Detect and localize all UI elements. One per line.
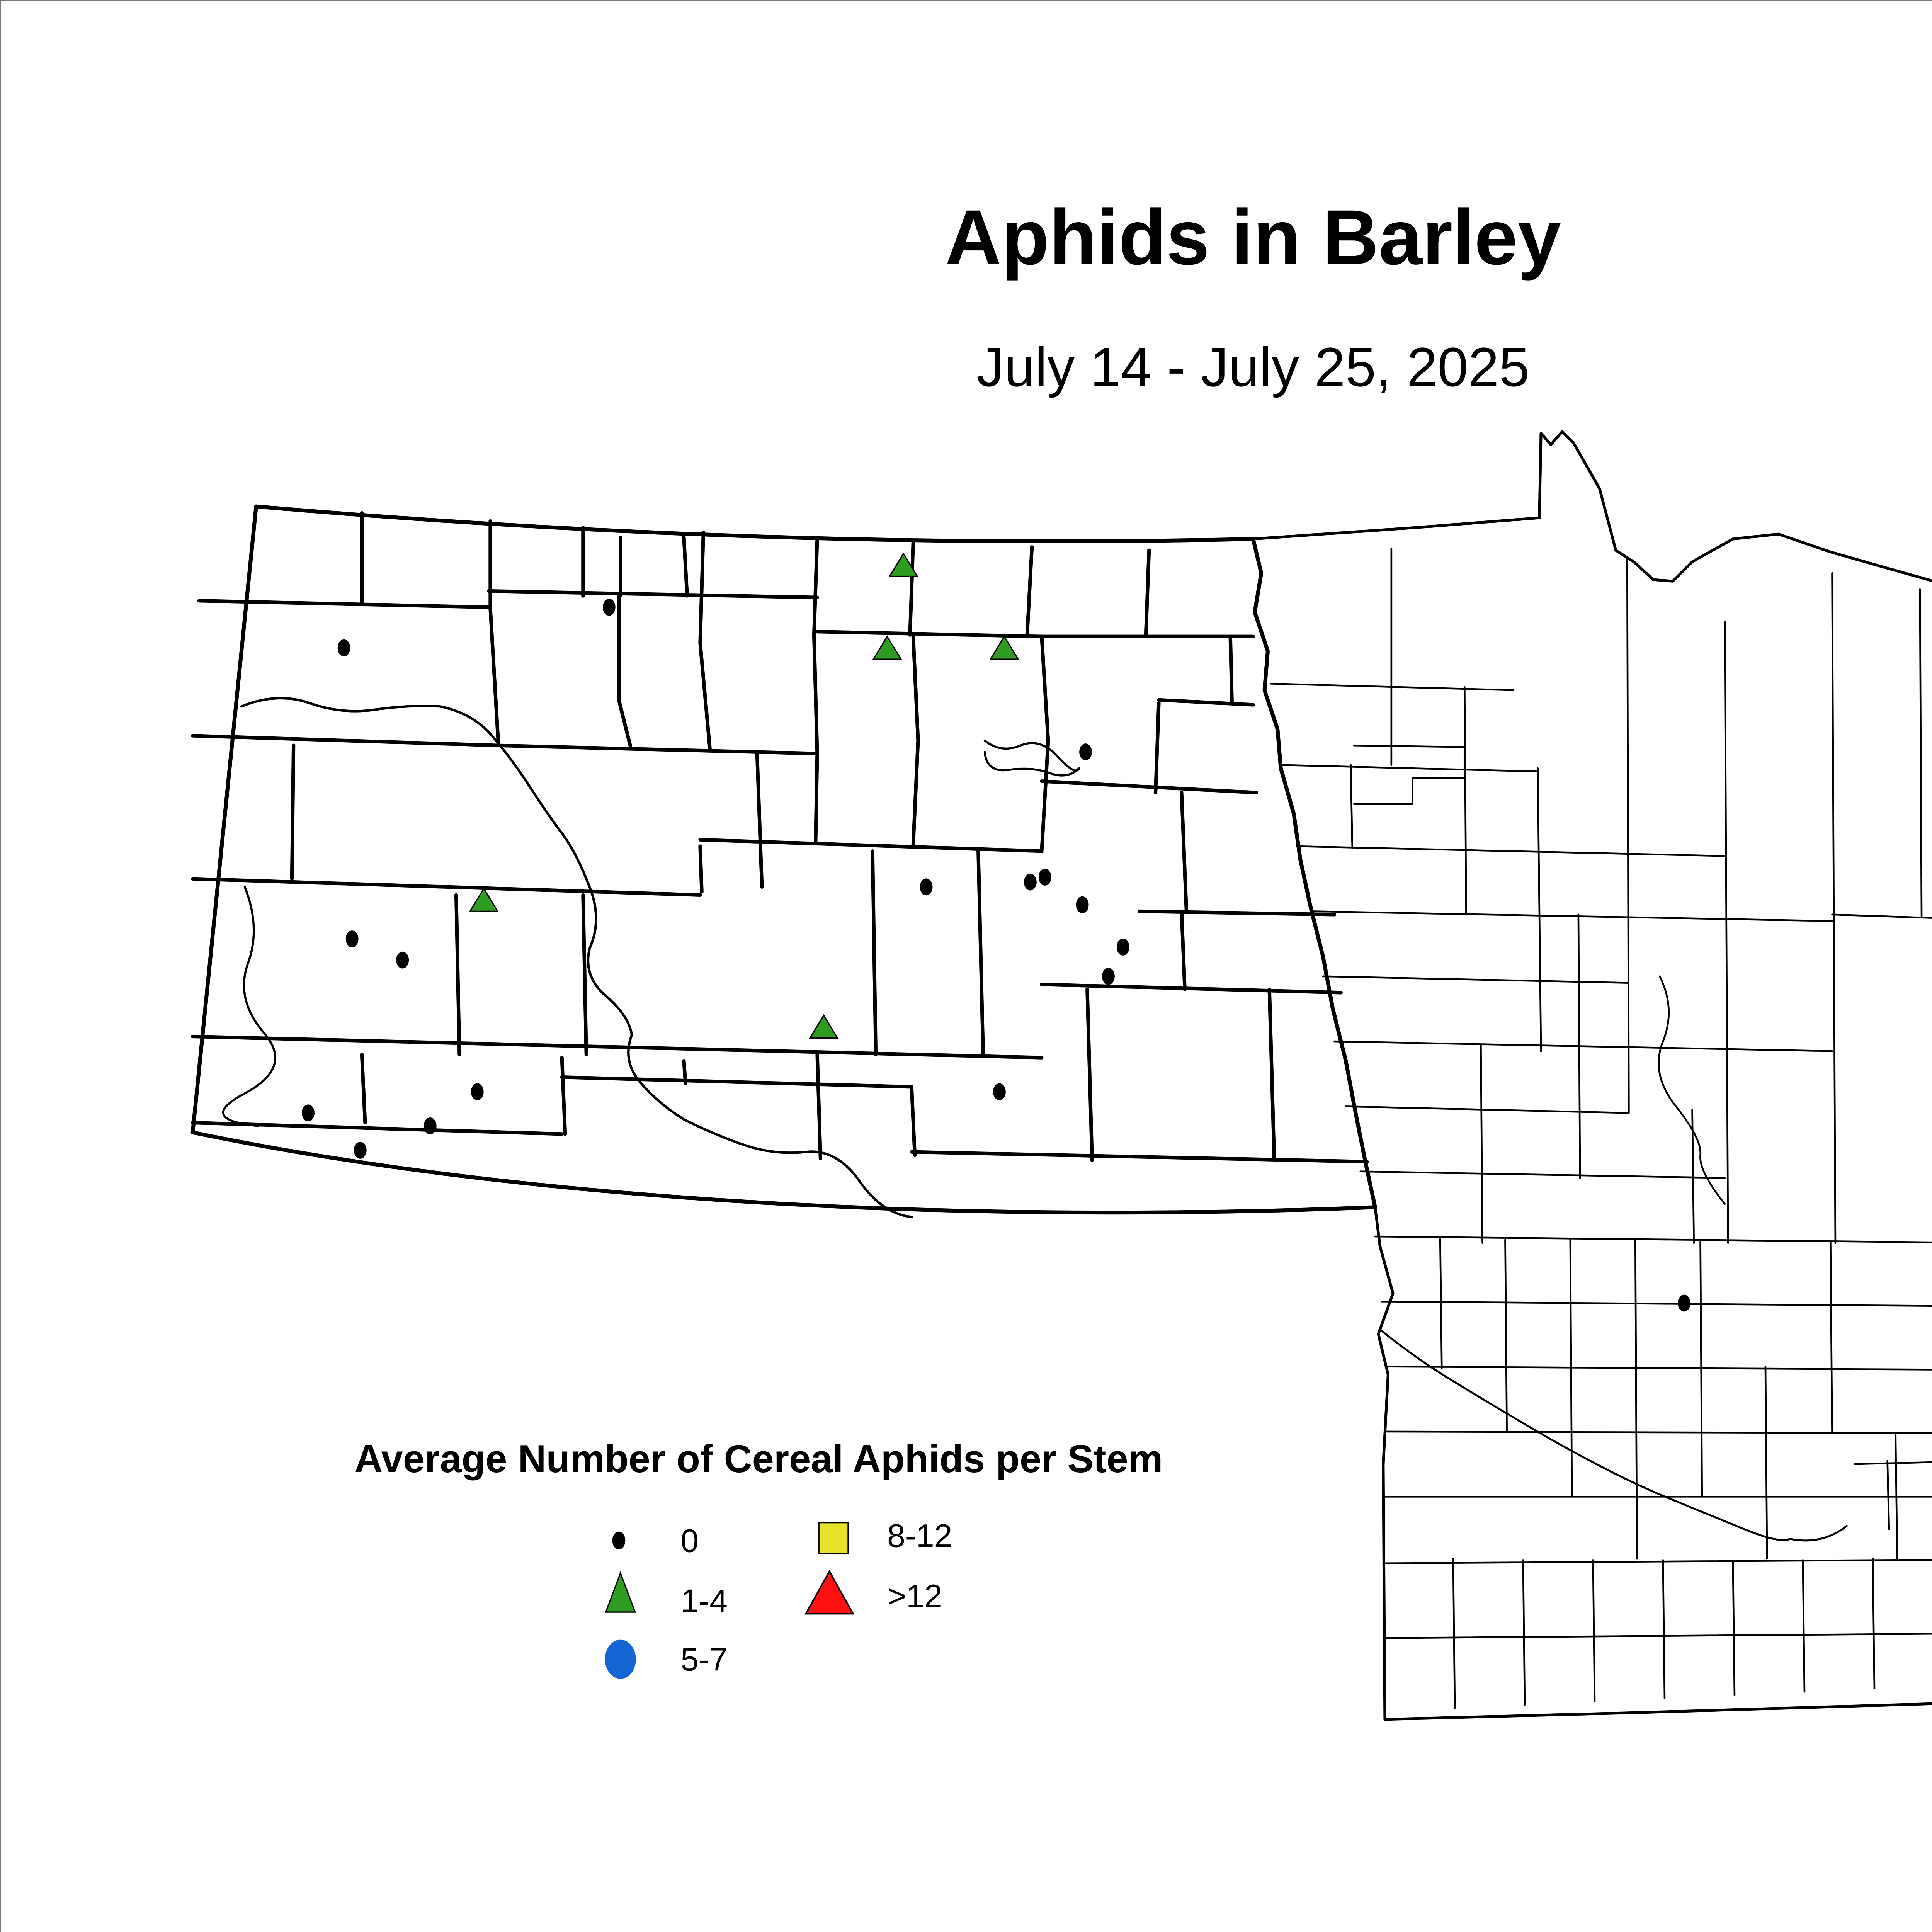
north-dakota-border <box>190 504 1377 1215</box>
legend-symbol-red-triangle <box>804 1570 855 1615</box>
legend-title: Average Number of Cereal Aphids per Stem <box>354 1437 1163 1481</box>
map-marker-dot <box>1678 1294 1690 1312</box>
missouri-river <box>240 697 913 1218</box>
minnesota-border <box>1252 430 1932 1721</box>
map-marker-dot <box>1102 968 1115 985</box>
legend-label-8-12: 8-12 <box>887 1518 952 1554</box>
map-marker-dot <box>920 878 933 896</box>
map-marker-dot <box>993 1083 1006 1100</box>
map-markers <box>302 552 1690 1312</box>
legend-symbol-green-triangle <box>605 1571 636 1613</box>
map-marker-triangle <box>888 552 918 577</box>
legend-symbol-yellow-square <box>818 1522 849 1554</box>
legend-label-0: 0 <box>680 1522 699 1559</box>
state-minnesota <box>1252 430 1932 1721</box>
mississippi-river-upper <box>1658 975 1726 1205</box>
devils-lake <box>983 739 1080 777</box>
legend-label-1-4: 1-4 <box>680 1583 728 1619</box>
legend-symbol-dot <box>612 1531 626 1550</box>
page-subtitle: July 14 - July 25, 2025 <box>976 336 1530 398</box>
little-missouri-river <box>222 886 277 1127</box>
state-north-dakota <box>190 504 1377 1218</box>
map-marker-dot <box>396 951 409 969</box>
map-marker-dot <box>354 1142 367 1159</box>
map-marker-dot <box>1079 743 1092 760</box>
map-marker-dot <box>1024 873 1037 891</box>
map-marker-triangle <box>989 635 1019 660</box>
legend-symbol-blue-circle <box>605 1639 636 1679</box>
map-marker-dot <box>423 1117 437 1134</box>
map-marker-dot <box>1038 869 1051 886</box>
map-marker-dot <box>602 599 616 616</box>
map-marker-dot <box>471 1083 484 1100</box>
map-marker-dot <box>337 639 350 656</box>
map-marker-triangle <box>809 1014 839 1039</box>
legend-label-gt12: >12 <box>887 1578 942 1614</box>
page-title: Aphids in Barley <box>945 194 1561 281</box>
map-marker-dot <box>302 1104 315 1122</box>
map-marker-dot <box>345 930 359 947</box>
map-marker-triangle <box>469 887 499 912</box>
minnesota-county-lines <box>1270 548 1932 1709</box>
map-marker-triangle <box>872 635 902 660</box>
map-marker-dot <box>1116 939 1129 956</box>
map-marker-dot <box>1076 896 1089 913</box>
north-dakota-county-lines <box>191 511 1369 1164</box>
minnesota-river <box>1381 1330 1848 1542</box>
legend: Average Number of Cereal Aphids per Stem… <box>354 1437 1163 1679</box>
legend-label-5-7: 5-7 <box>680 1641 728 1678</box>
